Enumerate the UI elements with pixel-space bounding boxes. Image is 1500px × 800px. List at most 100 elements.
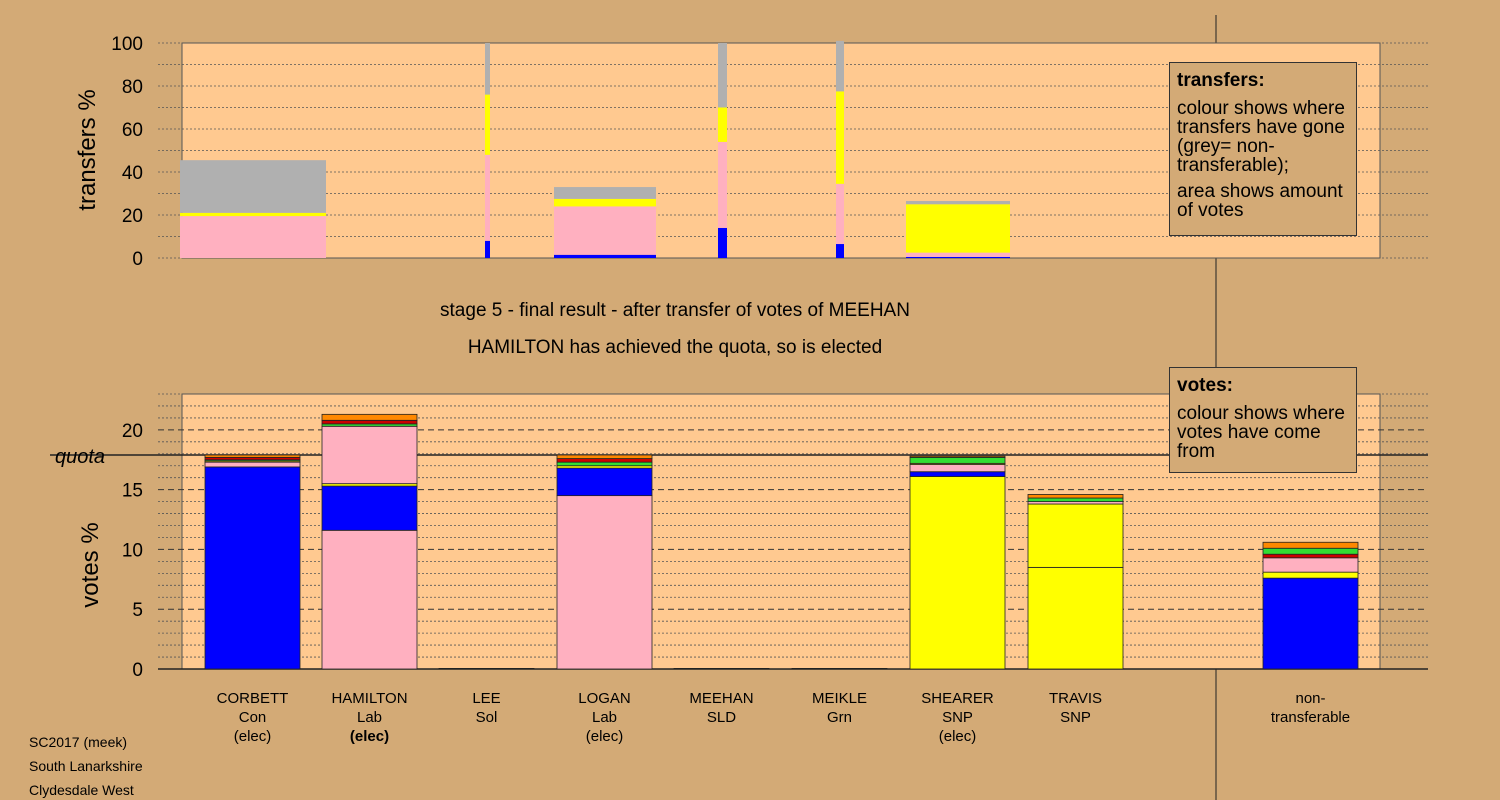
votes-legend: votes: colour shows where votes have com…: [1169, 367, 1357, 473]
transfer-segment-shearer-snp: [906, 204, 1010, 253]
vote-segment-meehan-sld: [673, 668, 770, 670]
transfer-segment-meehan-nontransferable: [718, 43, 727, 108]
vote-segment-lee-sol: [438, 668, 535, 670]
candidate-party-label: Lab: [357, 709, 382, 726]
candidate-name-label: LEE: [472, 690, 500, 707]
transfer-segment-lee-lab: [485, 154, 490, 241]
transfers-legend-text-2: area shows amount of votes: [1177, 181, 1343, 221]
vote-segment-hamilton-lab: [321, 425, 418, 485]
vote-segment-corbett-con: [204, 466, 301, 670]
transfer-segment-corbett-snp: [180, 212, 326, 217]
vote-segment-shearer-sld: [909, 455, 1006, 458]
transfer-segment-meikle-lab: [836, 183, 844, 245]
transfer-segment-logan-nontransferable: [554, 187, 656, 199]
transfer-segment-meehan-lab: [718, 141, 727, 228]
transfer-segment-lee-con: [485, 240, 490, 258]
candidate-name-label: HAMILTON: [331, 690, 407, 707]
transfer-segment-shearer-nontransferable: [906, 201, 1010, 205]
vote-segment-hamilton-lab: [321, 529, 418, 670]
transfers-tick-label: 40: [122, 163, 143, 184]
votes-tick-label: 0: [132, 660, 143, 681]
transfers-tick-label: 60: [122, 120, 143, 141]
stage-title: stage 5 - final result - after transfer …: [440, 300, 910, 321]
transfers-tick-label: 20: [122, 206, 143, 227]
candidate-name-label: MEIKLE: [812, 690, 867, 707]
vote-segment-travis-snp: [1027, 566, 1124, 670]
vote-segment-corbett-lab: [204, 461, 301, 468]
transfers-tick-label: 0: [132, 249, 143, 270]
vote-segment-non-sol: [1262, 553, 1359, 559]
transfer-segment-meehan-con: [718, 227, 727, 258]
candidate-party-label: Con: [239, 709, 267, 726]
vote-segment-logan-lab: [556, 495, 653, 670]
transfer-segment-shearer-lab: [906, 252, 1010, 257]
votes-tick-label: 10: [122, 540, 143, 561]
footer-ward: Clydesdale West: [29, 782, 134, 798]
candidate-party-label: SNP: [942, 709, 973, 726]
vote-segment-hamilton-sol: [321, 419, 418, 425]
vote-segment-travis-snp: [1027, 503, 1124, 568]
vote-segment-shearer-snp: [909, 476, 1006, 670]
vote-segment-travis-grn: [1027, 497, 1124, 503]
transfer-segment-meikle-nontransferable: [836, 40, 844, 92]
vote-segment-non-grn: [1262, 547, 1359, 555]
candidate-status-label: (elec): [350, 728, 389, 745]
vote-segment-logan-grn: [556, 461, 653, 467]
vote-segment-shearer-grn: [909, 456, 1006, 464]
transfers-tick-label: 100: [111, 34, 143, 55]
transfer-segment-corbett-lab: [180, 216, 326, 258]
transfer-segment-logan-con: [554, 254, 656, 258]
quota-label: quota: [55, 446, 105, 468]
transfer-segment-logan-snp: [554, 198, 656, 207]
transfers-tick-label: 80: [122, 77, 143, 98]
transfer-segment-corbett-nontransferable: [180, 160, 326, 213]
transfers-legend-title: transfers:: [1177, 70, 1265, 91]
transfer-segment-logan-lab: [554, 206, 656, 255]
transfer-segment-meikle-con: [836, 244, 844, 258]
vote-segment-logan-con: [556, 467, 653, 497]
vote-segment-travis-sld: [1027, 494, 1124, 499]
vote-segment-non-lab: [1262, 557, 1359, 573]
candidate-party-label: SNP: [1060, 709, 1091, 726]
transfer-segment-lee-nontransferable: [485, 43, 490, 95]
candidate-party-label: transferable: [1271, 709, 1350, 726]
vote-segment-shearer-lab: [909, 464, 1006, 473]
candidate-name-label: MEEHAN: [689, 690, 753, 707]
candidate-status-label: (elec): [939, 728, 977, 745]
candidate-party-label: Sol: [476, 709, 498, 726]
transfer-segment-lee-snp: [485, 94, 490, 155]
candidate-name-label: TRAVIS: [1049, 690, 1102, 707]
vote-segment-hamilton-con: [321, 485, 418, 531]
candidate-name-label: non-: [1295, 690, 1325, 707]
footer-election: SC2017 (meek): [29, 734, 128, 750]
votes-tick-label: 20: [122, 421, 143, 442]
vote-segment-corbett-sld: [204, 454, 301, 458]
vote-segment-logan-sol: [556, 458, 653, 463]
vote-segment-non-snp: [1262, 571, 1359, 579]
candidate-party-label: SLD: [707, 709, 736, 726]
transfer-segment-meehan-snp: [718, 107, 727, 142]
vote-segment-meikle-grn: [791, 668, 888, 670]
votes-tick-label: 5: [132, 600, 143, 621]
votes-legend-text: colour shows where votes have come from: [1177, 403, 1345, 462]
candidate-name-label: CORBETT: [217, 690, 289, 707]
candidate-party-label: Lab: [592, 709, 617, 726]
vote-segment-logan-sld: [556, 454, 653, 459]
candidate-status-label: (elec): [586, 728, 624, 745]
vote-segment-non-con: [1262, 577, 1359, 670]
footer-council: South Lanarkshire: [29, 758, 143, 774]
vote-segment-non-sld: [1262, 541, 1359, 549]
transfers-axis-title: transfers %: [74, 89, 101, 210]
vote-segment-hamilton-sld: [321, 413, 418, 421]
votes-axis-title: votes %: [77, 522, 104, 607]
votes-tick-label: 15: [122, 481, 143, 502]
transfers-legend-text: colour shows where transfers have gone (…: [1177, 98, 1345, 176]
transfer-segment-shearer-con: [906, 256, 1010, 258]
vote-segment-shearer-con: [909, 471, 1006, 477]
candidate-party-label: Grn: [827, 709, 852, 726]
candidate-status-label: (elec): [234, 728, 272, 745]
transfer-segment-meikle-snp: [836, 91, 844, 184]
transfers-legend: transfers: colour shows where transfers …: [1169, 62, 1357, 236]
votes-legend-title: votes:: [1177, 375, 1233, 396]
